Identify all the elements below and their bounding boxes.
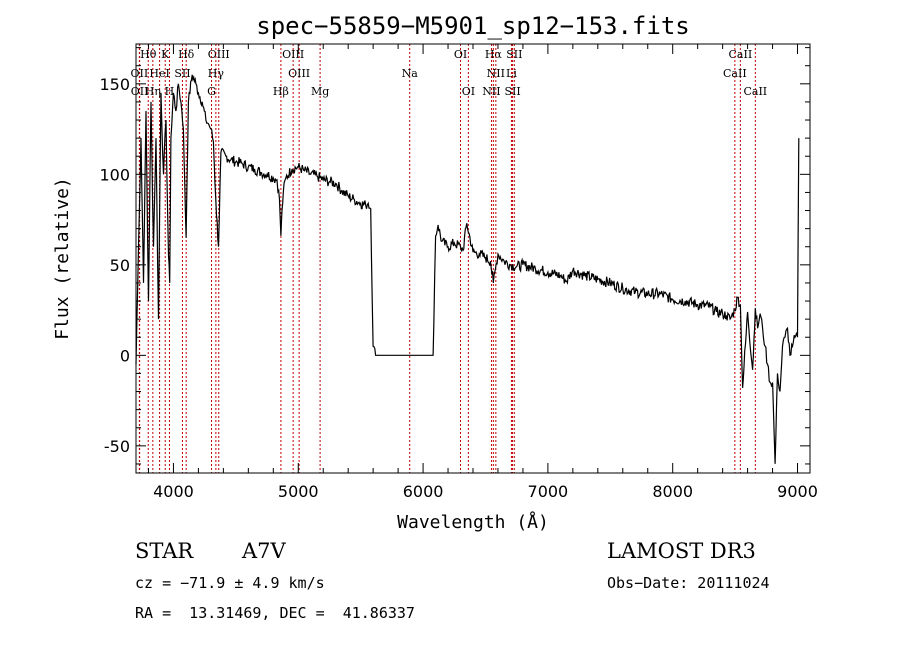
line-label-middle: SII (174, 67, 190, 80)
line-label-middle: HeI (149, 67, 169, 80)
line-label-upper: Hδ (178, 48, 195, 61)
line-label-lower: CaII (743, 85, 767, 98)
line-label-lower: SII (504, 85, 520, 98)
line-label-middle: Na (402, 67, 419, 80)
line-label-upper: K (161, 48, 170, 61)
line-label-upper: OIII (208, 48, 230, 61)
line-label-middle: CaII (723, 67, 747, 80)
x-tick-label: 5000 (278, 482, 319, 501)
object-class: STAR (135, 539, 194, 563)
spectrum-line (135, 74, 800, 464)
line-label-upper: SII (506, 48, 522, 61)
subclass: A7V (242, 539, 286, 563)
line-label-upper: Hα (485, 48, 503, 61)
line-label-lower: G (207, 85, 216, 98)
coordinates-readout: RA = 13.31469, DEC = 41.86337 (135, 604, 415, 622)
line-label-lower: Mg (311, 85, 329, 98)
line-label-middle: OIII (288, 67, 310, 80)
y-tick-label: 50 (110, 256, 130, 275)
y-tick-label: 100 (99, 165, 130, 184)
line-label-lower: OI (462, 85, 475, 98)
line-label-lower: NII (482, 85, 500, 98)
line-label-upper: CaII (729, 48, 753, 61)
x-tick-label: 9000 (777, 482, 818, 501)
line-label-middle: Hγ (208, 67, 225, 80)
line-label-lower: Hβ (273, 85, 289, 98)
line-label-middle: Li (506, 67, 517, 80)
plot-frame (135, 43, 811, 474)
x-tick-label: 6000 (403, 482, 444, 501)
line-label-lower: Hη (145, 85, 161, 98)
y-tick-label: -50 (104, 437, 130, 456)
line-label-lower: H (165, 85, 175, 98)
redshift-readout: cz = −71.9 ± 4.9 km/s (135, 574, 325, 592)
y-axis-label: Flux (relative) (52, 177, 73, 340)
line-label-middle: NII (487, 67, 505, 80)
line-label-upper: OI (454, 48, 467, 61)
x-tick-label: 4000 (153, 482, 194, 501)
line-label-upper: OIII (282, 48, 304, 61)
x-tick-label: 7000 (528, 482, 569, 501)
survey-name: LAMOST DR3 (607, 539, 756, 563)
line-label-upper: Hθ (140, 48, 157, 61)
chart-title: spec−55859−M5901_sp12−153.fits (256, 12, 689, 40)
observation-date: Obs−Date: 20111024 (607, 574, 770, 592)
y-tick-label: 150 (99, 75, 130, 94)
axes: 4000 5000 6000 7000 8000 9000 -50 0 50 100 150 (99, 44, 818, 501)
y-tick-label: 0 (120, 346, 130, 365)
x-tick-label: 8000 (652, 482, 693, 501)
line-label-lower: OII (131, 85, 149, 98)
x-axis-label: Wavelength (Å) (397, 511, 549, 533)
